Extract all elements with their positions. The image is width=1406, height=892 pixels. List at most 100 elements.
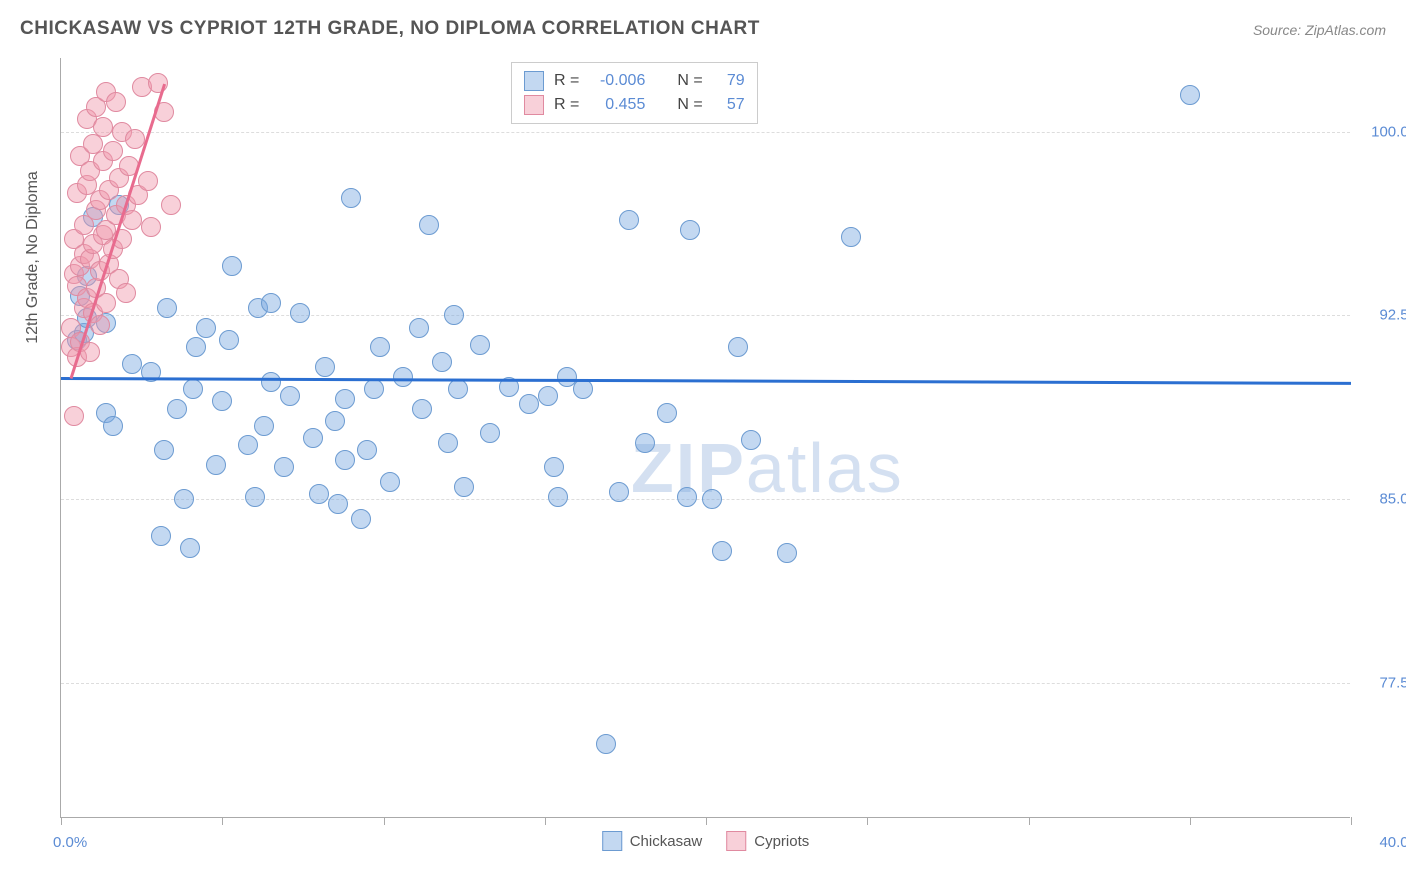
stats-row: R = -0.006 N = 79 bbox=[524, 69, 745, 93]
legend-label: Cypriots bbox=[754, 833, 809, 850]
x-axis-min-label: 0.0% bbox=[53, 834, 87, 851]
data-point bbox=[116, 283, 136, 303]
stats-r-label: R = bbox=[554, 69, 579, 93]
data-point bbox=[64, 406, 84, 426]
data-point bbox=[335, 450, 355, 470]
chart-title: CHICKASAW VS CYPRIOT 12TH GRADE, NO DIPL… bbox=[20, 18, 760, 40]
data-point bbox=[274, 457, 294, 477]
legend-swatch bbox=[524, 71, 544, 91]
data-point bbox=[103, 416, 123, 436]
data-point bbox=[619, 210, 639, 230]
data-point bbox=[254, 416, 274, 436]
legend-label: Chickasaw bbox=[630, 833, 703, 850]
data-point bbox=[393, 367, 413, 387]
data-point bbox=[680, 220, 700, 240]
data-point bbox=[161, 195, 181, 215]
data-point bbox=[470, 335, 490, 355]
data-point bbox=[1180, 85, 1200, 105]
data-point bbox=[238, 435, 258, 455]
data-point bbox=[245, 487, 265, 507]
data-point bbox=[596, 734, 616, 754]
data-point bbox=[657, 403, 677, 423]
x-tick bbox=[545, 817, 546, 825]
source-label: Source: ZipAtlas.com bbox=[1253, 22, 1386, 38]
data-point bbox=[741, 430, 761, 450]
y-tick-label: 85.0% bbox=[1360, 491, 1406, 508]
data-point bbox=[702, 489, 722, 509]
data-point bbox=[106, 92, 126, 112]
data-point bbox=[548, 487, 568, 507]
stats-n-label: N = bbox=[677, 93, 702, 117]
legend-swatch bbox=[524, 95, 544, 115]
data-point bbox=[609, 482, 629, 502]
data-point bbox=[409, 318, 429, 338]
y-tick-label: 92.5% bbox=[1360, 307, 1406, 324]
data-point bbox=[341, 188, 361, 208]
data-point bbox=[480, 423, 500, 443]
data-point bbox=[357, 440, 377, 460]
data-point bbox=[261, 372, 281, 392]
data-point bbox=[103, 141, 123, 161]
watermark: ZIPatlas bbox=[631, 428, 904, 508]
legend-swatch bbox=[602, 831, 622, 851]
y-tick-label: 77.5% bbox=[1360, 675, 1406, 692]
data-point bbox=[325, 411, 345, 431]
x-tick bbox=[867, 817, 868, 825]
data-point bbox=[380, 472, 400, 492]
data-point bbox=[151, 526, 171, 546]
x-tick bbox=[706, 817, 707, 825]
data-point bbox=[219, 330, 239, 350]
data-point bbox=[370, 337, 390, 357]
data-point bbox=[635, 433, 655, 453]
data-point bbox=[122, 354, 142, 374]
x-tick bbox=[61, 817, 62, 825]
data-point bbox=[328, 494, 348, 514]
data-point bbox=[544, 457, 564, 477]
legend-swatch bbox=[726, 831, 746, 851]
data-point bbox=[183, 379, 203, 399]
data-point bbox=[712, 541, 732, 561]
grid-line bbox=[61, 132, 1350, 133]
data-point bbox=[841, 227, 861, 247]
data-point bbox=[261, 293, 281, 313]
data-point bbox=[167, 399, 187, 419]
data-point bbox=[309, 484, 329, 504]
x-tick bbox=[222, 817, 223, 825]
x-tick bbox=[384, 817, 385, 825]
data-point bbox=[212, 391, 232, 411]
stats-n-value: 79 bbox=[713, 69, 745, 93]
data-point bbox=[432, 352, 452, 372]
data-point bbox=[90, 315, 110, 335]
data-point bbox=[222, 256, 242, 276]
y-axis-title: 12th Grade, No Diploma bbox=[24, 171, 42, 344]
data-point bbox=[438, 433, 458, 453]
stats-r-label: R = bbox=[554, 93, 579, 117]
data-point bbox=[206, 455, 226, 475]
x-tick bbox=[1190, 817, 1191, 825]
data-point bbox=[519, 394, 539, 414]
data-point bbox=[448, 379, 468, 399]
data-point bbox=[180, 538, 200, 558]
data-point bbox=[777, 543, 797, 563]
x-tick bbox=[1029, 817, 1030, 825]
legend-item: Chickasaw bbox=[602, 831, 703, 851]
data-point bbox=[186, 337, 206, 357]
data-point bbox=[728, 337, 748, 357]
y-tick-label: 100.0% bbox=[1360, 123, 1406, 140]
data-point bbox=[174, 489, 194, 509]
stats-r-value: 0.455 bbox=[589, 93, 645, 117]
data-point bbox=[280, 386, 300, 406]
data-point bbox=[419, 215, 439, 235]
data-point bbox=[157, 298, 177, 318]
stats-r-value: -0.006 bbox=[589, 69, 645, 93]
x-tick bbox=[1351, 817, 1352, 825]
data-point bbox=[315, 357, 335, 377]
data-point bbox=[290, 303, 310, 323]
data-point bbox=[141, 217, 161, 237]
stats-n-label: N = bbox=[677, 69, 702, 93]
data-point bbox=[412, 399, 432, 419]
data-point bbox=[148, 73, 168, 93]
data-point bbox=[364, 379, 384, 399]
data-point bbox=[444, 305, 464, 325]
data-point bbox=[351, 509, 371, 529]
